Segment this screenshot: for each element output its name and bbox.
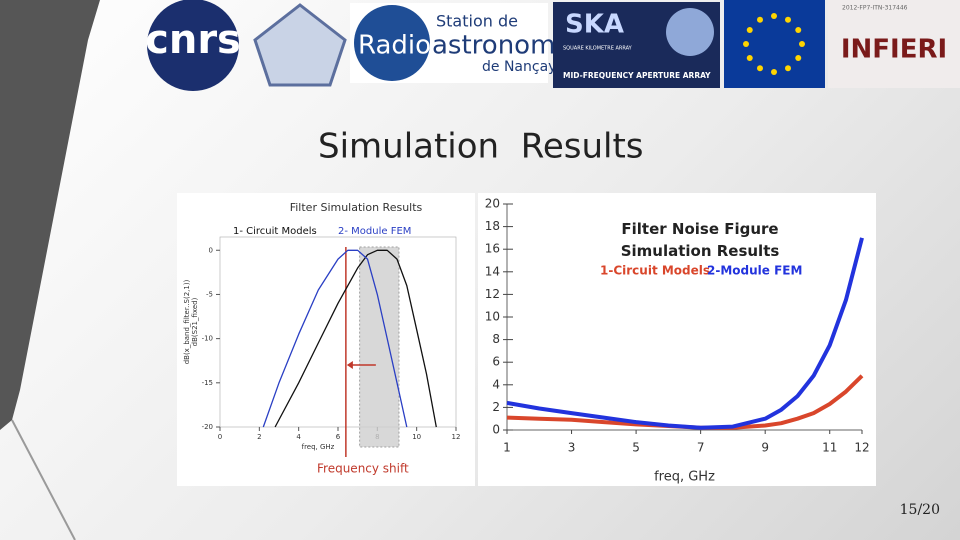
y-tick-label: 16 <box>485 242 500 256</box>
side-line <box>11 419 76 540</box>
series-line <box>506 237 864 430</box>
x-tick-label: 10 <box>412 433 421 441</box>
legend-entry: 1- Circuit Models <box>233 226 317 237</box>
ska-text: MID-FREQUENCY APERTURE ARRAY <box>563 71 711 80</box>
y-tick-label: 18 <box>485 219 500 233</box>
legend-entry: 1-Circuit Models <box>600 264 710 278</box>
y-tick-label: -15 <box>202 379 213 387</box>
star <box>771 13 777 19</box>
pac-logo <box>253 3 347 87</box>
x-tick-label: 5 <box>632 441 640 455</box>
y-tick-label: 2 <box>492 400 500 414</box>
infieri-text: 2012-FP7-ITN-317446 <box>842 5 908 12</box>
y-tick-label: 12 <box>485 287 500 301</box>
series-line <box>274 249 437 428</box>
legend-entry: 2-Module FEM <box>707 264 802 278</box>
x-tick-label: 11 <box>822 441 837 455</box>
page-number: 15/20 <box>900 502 940 518</box>
star <box>743 41 749 47</box>
chart-title: Filter Noise Figure Simulation Results <box>620 220 780 260</box>
chart-title: Filter Simulation Results <box>289 201 423 214</box>
x-tick-label: 4 <box>296 433 301 441</box>
star <box>757 16 763 23</box>
ska-text: SKA <box>565 10 624 40</box>
annotation: Frequency shift <box>317 462 409 476</box>
x-tick-label: 9 <box>761 441 769 455</box>
x-tick-label: 6 <box>336 433 341 441</box>
nancay-text: Radio <box>358 31 431 61</box>
star <box>771 69 777 75</box>
y-tick-label: -20 <box>202 423 213 431</box>
y-tick-label: -5 <box>206 290 213 298</box>
y-tick-label: 0 <box>209 246 213 254</box>
nancay-dish <box>354 5 430 81</box>
y-tick-label: 20 <box>485 197 500 211</box>
x-tick-label: 3 <box>568 441 576 455</box>
chart-panel <box>478 193 876 486</box>
nancay-text: Station de <box>436 12 518 31</box>
series-line <box>262 249 408 428</box>
star <box>799 41 805 47</box>
x-axis-label: freq, GHz <box>302 443 335 451</box>
x-tick-label: 1 <box>503 441 511 455</box>
cnrs-logo <box>147 0 239 91</box>
slide-title: Simulation Results <box>318 127 644 167</box>
star <box>746 27 753 33</box>
y-tick-label: 4 <box>492 377 500 391</box>
x-tick-label: 7 <box>697 441 705 455</box>
star <box>785 16 791 23</box>
y-tick-label: -10 <box>202 335 213 343</box>
highlight-band <box>359 246 400 448</box>
x-tick-label: 2 <box>257 433 261 441</box>
x-tick-label: 12 <box>452 433 461 441</box>
y-axis-label: dB(S21_fixed) <box>191 297 199 346</box>
nancay-text: de Nançay <box>482 59 556 75</box>
y-axis-label: dB(x_band_filter..S(2,1)) <box>183 279 191 364</box>
y-tick-label: 0 <box>492 423 500 437</box>
eu-stars <box>743 13 805 75</box>
x-axis-label: freq, GHz <box>654 470 715 485</box>
infieri-logo <box>828 0 960 88</box>
y-tick-label: 14 <box>485 264 500 278</box>
star <box>785 65 791 72</box>
chart-panel <box>177 193 475 486</box>
arrow-head <box>346 361 353 369</box>
side-band <box>0 0 100 430</box>
ska-dish <box>666 8 714 56</box>
star <box>795 55 802 61</box>
y-tick-label: 10 <box>485 310 500 324</box>
x-tick-label: 12 <box>854 441 869 455</box>
infieri-text: INFIERI <box>841 35 947 65</box>
y-tick-label: 6 <box>492 355 500 369</box>
y-tick-label: 8 <box>492 332 500 346</box>
ska-text: SQUARE KILOMETRE ARRAY <box>563 46 633 52</box>
star <box>757 65 763 72</box>
charts: 0-5-10-15-20024681012freq, GHzdB(x_band_… <box>183 197 870 485</box>
legend-entry: 2- Module FEM <box>338 226 411 237</box>
star <box>795 27 802 33</box>
star <box>746 55 753 61</box>
x-tick-label: 0 <box>218 433 222 441</box>
cnrs-text: cnrs <box>145 17 241 63</box>
